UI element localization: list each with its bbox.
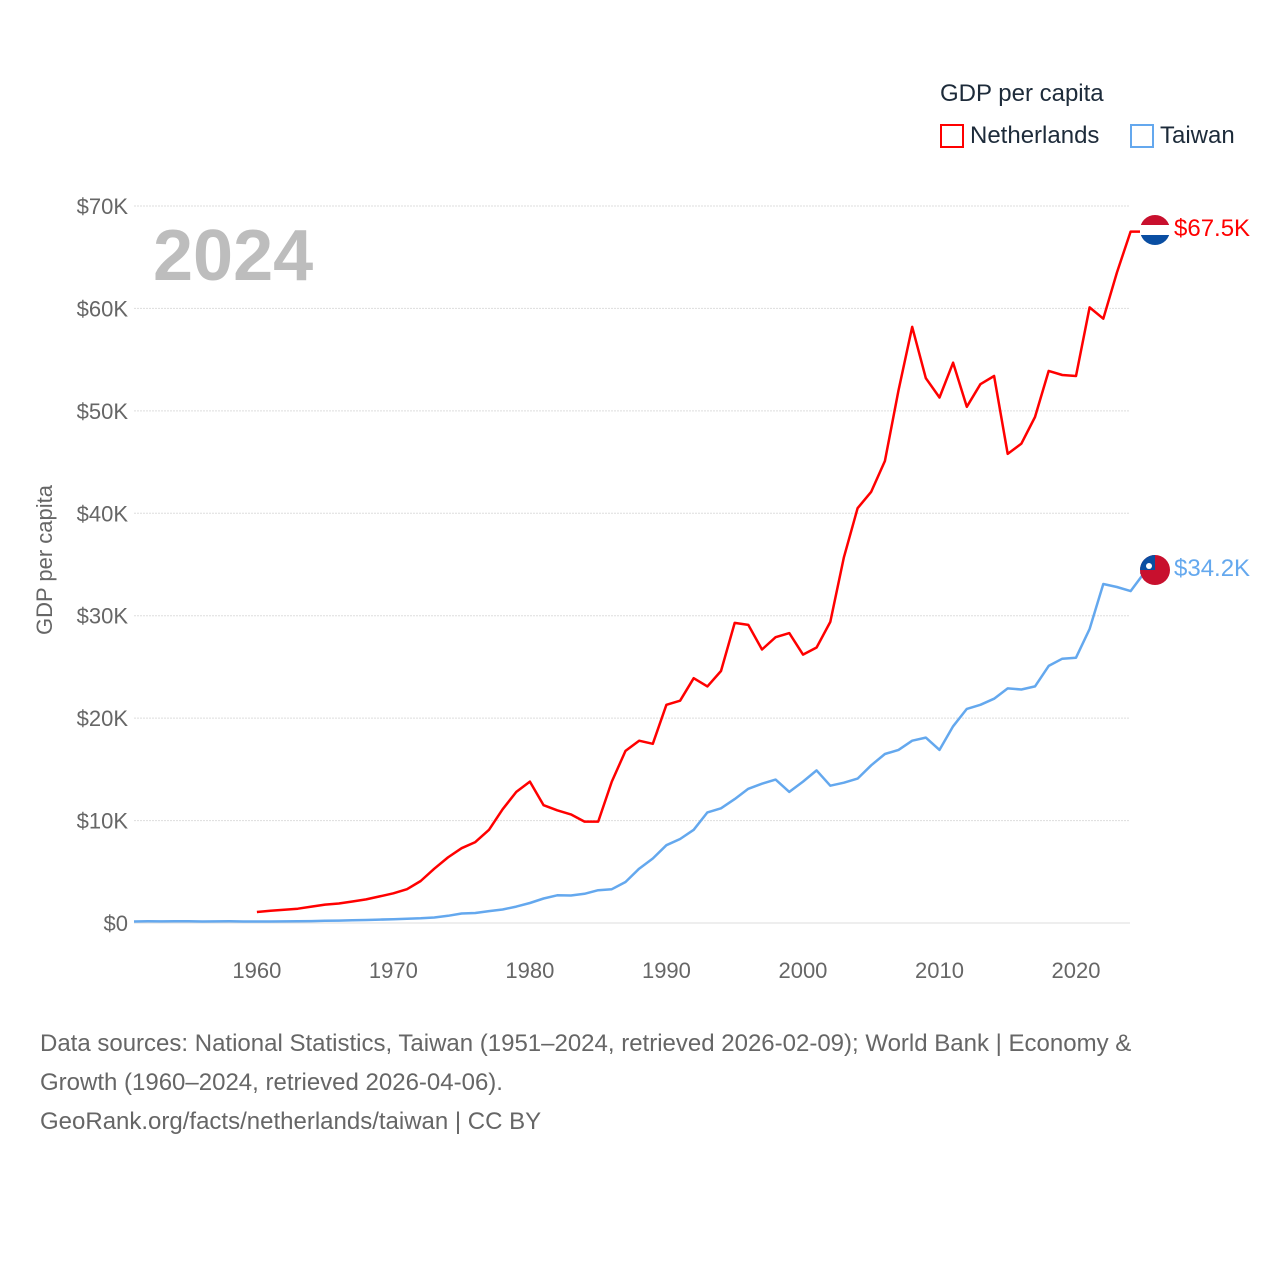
sources-line: Data sources: National Statistics, Taiwa… [40, 1030, 1132, 1057]
netherlands-flag-icon [1140, 215, 1170, 245]
y-tick-label: $50K [77, 399, 129, 424]
legend-swatch-taiwan [1130, 124, 1154, 148]
series-line-taiwan[interactable] [133, 571, 1146, 923]
x-tick-label: 1970 [369, 958, 418, 983]
x-tick-label: 1990 [642, 958, 691, 983]
y-tick-label: $70K [77, 194, 129, 219]
legend-item-taiwan[interactable]: Taiwan [1130, 122, 1235, 150]
x-tick-label: 2010 [915, 958, 964, 983]
x-tick-label: 2020 [1052, 958, 1101, 983]
attribution-link[interactable]: GeoRank.org/facts/netherlands/taiwan | C… [40, 1108, 542, 1135]
legend-label: Netherlands [970, 122, 1100, 149]
y-tick-label: $0 [104, 911, 128, 936]
year-watermark: 2024 [153, 216, 313, 296]
end-label-netherlands: $67.5K [1174, 215, 1251, 242]
y-tick-label: $30K [77, 604, 129, 629]
x-tick-label: 1960 [232, 958, 281, 983]
y-tick-label: $10K [77, 809, 129, 834]
legend-label: Taiwan [1160, 122, 1235, 149]
legend-title: GDP per capita [940, 80, 1104, 107]
x-tick-label: 2000 [778, 958, 827, 983]
x-tick-label: 1980 [505, 958, 554, 983]
legend-item-netherlands[interactable]: Netherlands [940, 122, 1099, 150]
y-axis-label: GDP per capita [32, 484, 57, 635]
legend-swatch-netherlands [940, 124, 964, 148]
data-sources: Data sources: National Statistics, Taiwa… [40, 1024, 1240, 1141]
taiwan-flag-icon [1140, 555, 1170, 585]
sources-line: Growth (1960–2024, retrieved 2026-04-06)… [40, 1069, 503, 1096]
end-label-taiwan: $34.2K [1174, 555, 1251, 582]
y-tick-label: $60K [77, 296, 129, 321]
y-tick-label: $40K [77, 501, 129, 526]
series-line-netherlands[interactable] [256, 230, 1140, 914]
y-tick-label: $20K [77, 706, 129, 731]
